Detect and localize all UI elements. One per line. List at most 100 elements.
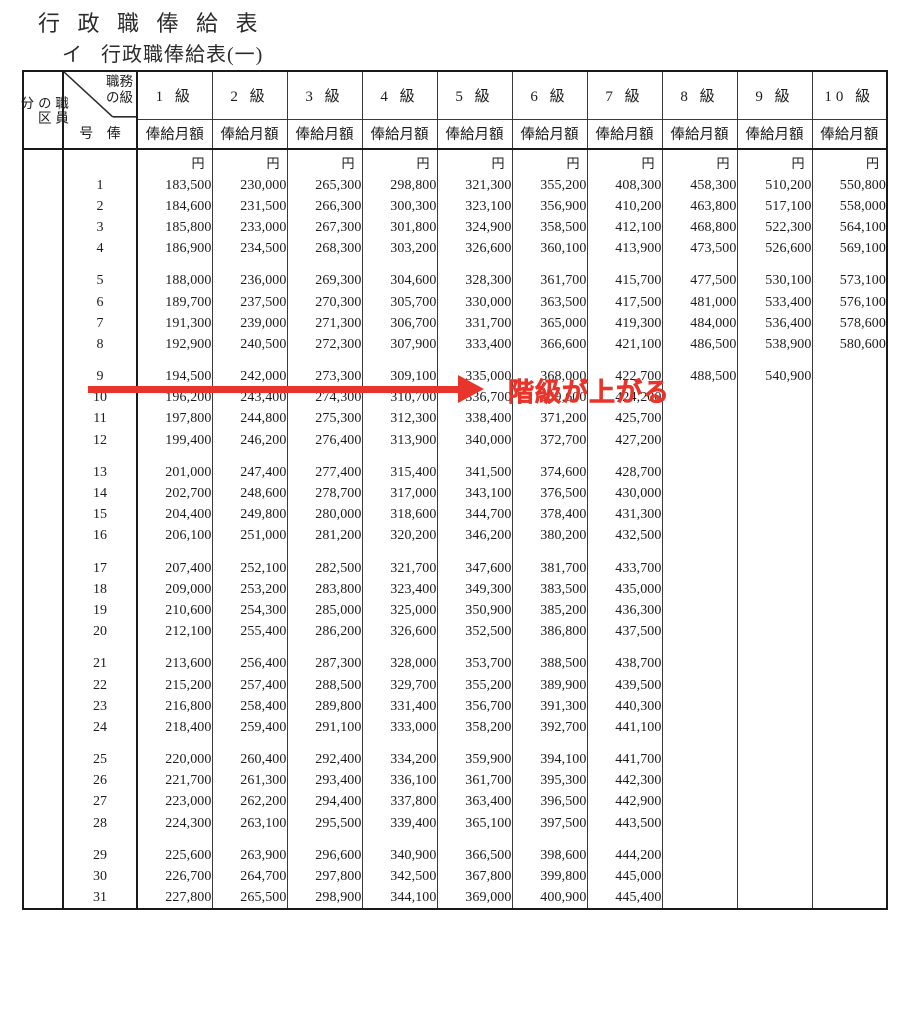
spacer-gohou-cell	[62, 547, 138, 558]
spacer-cell	[136, 355, 213, 367]
salary-cell: 226,700	[136, 866, 213, 888]
currency-unit-cell-7: 円	[586, 149, 663, 175]
grade-header-2: 2 級	[211, 70, 288, 120]
currency-unit-cell-5: 円	[436, 149, 513, 175]
salary-cell	[811, 558, 888, 580]
row-category-cell	[22, 238, 64, 260]
salary-cell	[736, 387, 813, 409]
salary-cell	[661, 813, 738, 835]
salary-cell: 253,200	[211, 579, 288, 601]
row-category-cell	[22, 674, 64, 697]
salary-cell: 243,400	[211, 387, 288, 409]
currency-unit-cell-8: 円	[661, 149, 738, 175]
spacer-cell	[361, 355, 438, 367]
salary-cell: 380,200	[511, 525, 588, 547]
salary-cell: 356,700	[436, 696, 513, 718]
spacer-cell	[511, 259, 588, 271]
amount-header-9: 俸給月額	[736, 118, 813, 150]
salary-cell: 326,600	[436, 238, 513, 260]
salary-cell	[736, 558, 813, 580]
salary-cell: 270,300	[286, 291, 363, 314]
spacer-cell	[361, 834, 438, 846]
salary-cell: 435,000	[586, 579, 663, 601]
salary-cell: 263,900	[211, 845, 288, 867]
row-gohou-number: 14	[62, 483, 138, 505]
salary-cell: 263,100	[211, 813, 288, 835]
row-category-cell	[22, 696, 64, 718]
salary-cell: 355,200	[511, 175, 588, 197]
salary-cell: 350,900	[436, 600, 513, 622]
salary-cell: 421,100	[586, 334, 663, 356]
salary-cell: 355,200	[436, 674, 513, 697]
salary-cell: 367,800	[436, 866, 513, 888]
salary-cell	[661, 887, 738, 909]
header-row-amounts: 俸給月額 俸給月額 俸給月額 俸給月額 俸給月額 俸給月額 俸給月額 俸給月額 俸給月額 俸給月額	[23, 118, 888, 150]
row-category-cell	[22, 462, 64, 484]
table-row: 22 215,200 257,400 288,500 329,700 355,200 389…	[22, 674, 888, 697]
row-category-cell	[22, 717, 64, 739]
salary-cell: 273,300	[286, 366, 363, 388]
salary-cell: 436,300	[586, 600, 663, 622]
salary-cell: 336,700	[436, 387, 513, 409]
salary-cell: 309,100	[361, 366, 438, 388]
salary-cell: 261,300	[211, 770, 288, 792]
spacer-gohou-cell	[62, 355, 138, 367]
spacer-gohou-cell	[62, 451, 138, 463]
salary-cell	[661, 462, 738, 484]
salary-cell: 285,000	[286, 600, 363, 622]
amount-header-10: 俸給月額	[811, 118, 888, 150]
salary-cell: 224,300	[136, 813, 213, 835]
salary-cell: 330,000	[436, 291, 513, 314]
row-gohou-number: 4	[62, 238, 138, 260]
salary-cell: 366,500	[436, 845, 513, 867]
spacer-cell	[361, 547, 438, 558]
row-category-cell	[22, 813, 64, 835]
row-gohou-number: 25	[62, 749, 138, 771]
salary-cell	[811, 504, 888, 526]
spacer-category-cell	[22, 642, 64, 654]
spacer-cell	[286, 451, 363, 463]
page-subtitle: イ行政職俸給表(一)	[62, 38, 263, 67]
spacer-cell	[736, 834, 813, 846]
employee-category-col3: 分	[18, 95, 34, 111]
salary-cell	[736, 770, 813, 792]
salary-cell: 218,400	[136, 717, 213, 739]
salary-cell: 251,000	[211, 525, 288, 547]
spacer-cell	[436, 738, 513, 750]
table-row: 8 192,900 240,500 272,300 307,900 333,400 366,…	[22, 334, 888, 356]
row-category-cell	[22, 621, 64, 643]
salary-cell: 247,400	[211, 462, 288, 484]
salary-cell: 347,600	[436, 558, 513, 580]
salary-cell: 199,400	[136, 430, 213, 452]
salary-cell	[811, 621, 888, 643]
table-row: 27 223,000 262,200 294,400 337,800 363,400 396…	[22, 791, 888, 814]
salary-cell: 419,300	[586, 313, 663, 335]
salary-cell	[811, 525, 888, 547]
spacer-cell	[436, 547, 513, 558]
spacer-cell	[661, 547, 738, 558]
subtitle-marker: イ	[62, 44, 83, 66]
salary-cell: 196,200	[136, 387, 213, 409]
table-row: 16 206,100 251,000 281,200 320,200 346,200 380…	[22, 525, 888, 547]
row-gohou-number: 9	[62, 366, 138, 388]
spacer-cell	[586, 642, 663, 654]
grade-header-7: 7 級	[586, 70, 663, 120]
salary-cell: 323,100	[436, 196, 513, 218]
salary-cell: 432,500	[586, 525, 663, 547]
salary-cell: 417,500	[586, 291, 663, 314]
salary-cell: 522,300	[736, 217, 813, 239]
salary-cell: 488,500	[661, 366, 738, 388]
salary-cell: 389,900	[511, 674, 588, 697]
salary-cell: 186,900	[136, 238, 213, 260]
spacer-cell	[661, 738, 738, 750]
salary-cell: 212,100	[136, 621, 213, 643]
spacer-cell	[211, 642, 288, 654]
spacer-cell	[661, 259, 738, 271]
salary-cell: 335,000	[436, 366, 513, 388]
grade-header-4: 4 級	[361, 70, 438, 120]
spacer-cell	[586, 259, 663, 271]
currency-unit-cell-6: 円	[511, 149, 588, 175]
salary-cell	[811, 717, 888, 739]
shokumu-line-1: 職務	[106, 74, 133, 89]
salary-cell	[661, 600, 738, 622]
